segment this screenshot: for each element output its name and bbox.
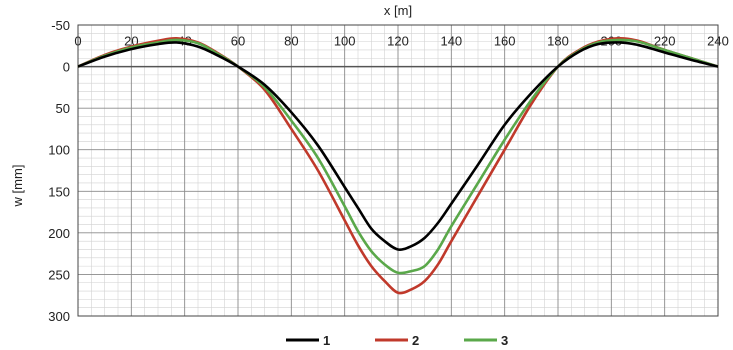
plot-frame [77, 24, 719, 317]
x-tick-label: 160 [494, 34, 516, 49]
x-tick-label: 140 [440, 34, 462, 49]
x-tick-label: 120 [387, 34, 409, 49]
y-tick-label: -50 [51, 18, 70, 33]
y-axis-label: w [mm] [10, 165, 25, 208]
x-tick-label: 80 [284, 34, 298, 49]
x-tick-label: 100 [334, 34, 356, 49]
legend-label-3: 3 [501, 333, 508, 348]
x-tick-label: 220 [654, 34, 676, 49]
x-tick-label: 0 [74, 34, 81, 49]
x-tick-label: 240 [707, 34, 729, 49]
y-tick-label: 250 [48, 267, 70, 282]
x-tick-label: 60 [231, 34, 245, 49]
y-tick-labels: -50 0 50 100 150 200 250 300 [48, 18, 70, 324]
legend-label-2: 2 [412, 333, 419, 348]
y-tick-label: 150 [48, 184, 70, 199]
x-tick-label: 180 [547, 34, 569, 49]
y-tick-label: 0 [63, 60, 70, 75]
y-tick-label: 200 [48, 226, 70, 241]
legend: 1 2 3 [286, 333, 508, 348]
series-line-3 [77, 38, 719, 275]
legend-label-1: 1 [323, 333, 330, 348]
x-axis-label: x [m] [384, 3, 412, 18]
series-line-1 [77, 41, 719, 251]
y-tick-label: 50 [56, 101, 70, 116]
y-tick-label: 300 [48, 309, 70, 324]
series-layer [77, 36, 719, 295]
y-tick-label: 100 [48, 143, 70, 158]
